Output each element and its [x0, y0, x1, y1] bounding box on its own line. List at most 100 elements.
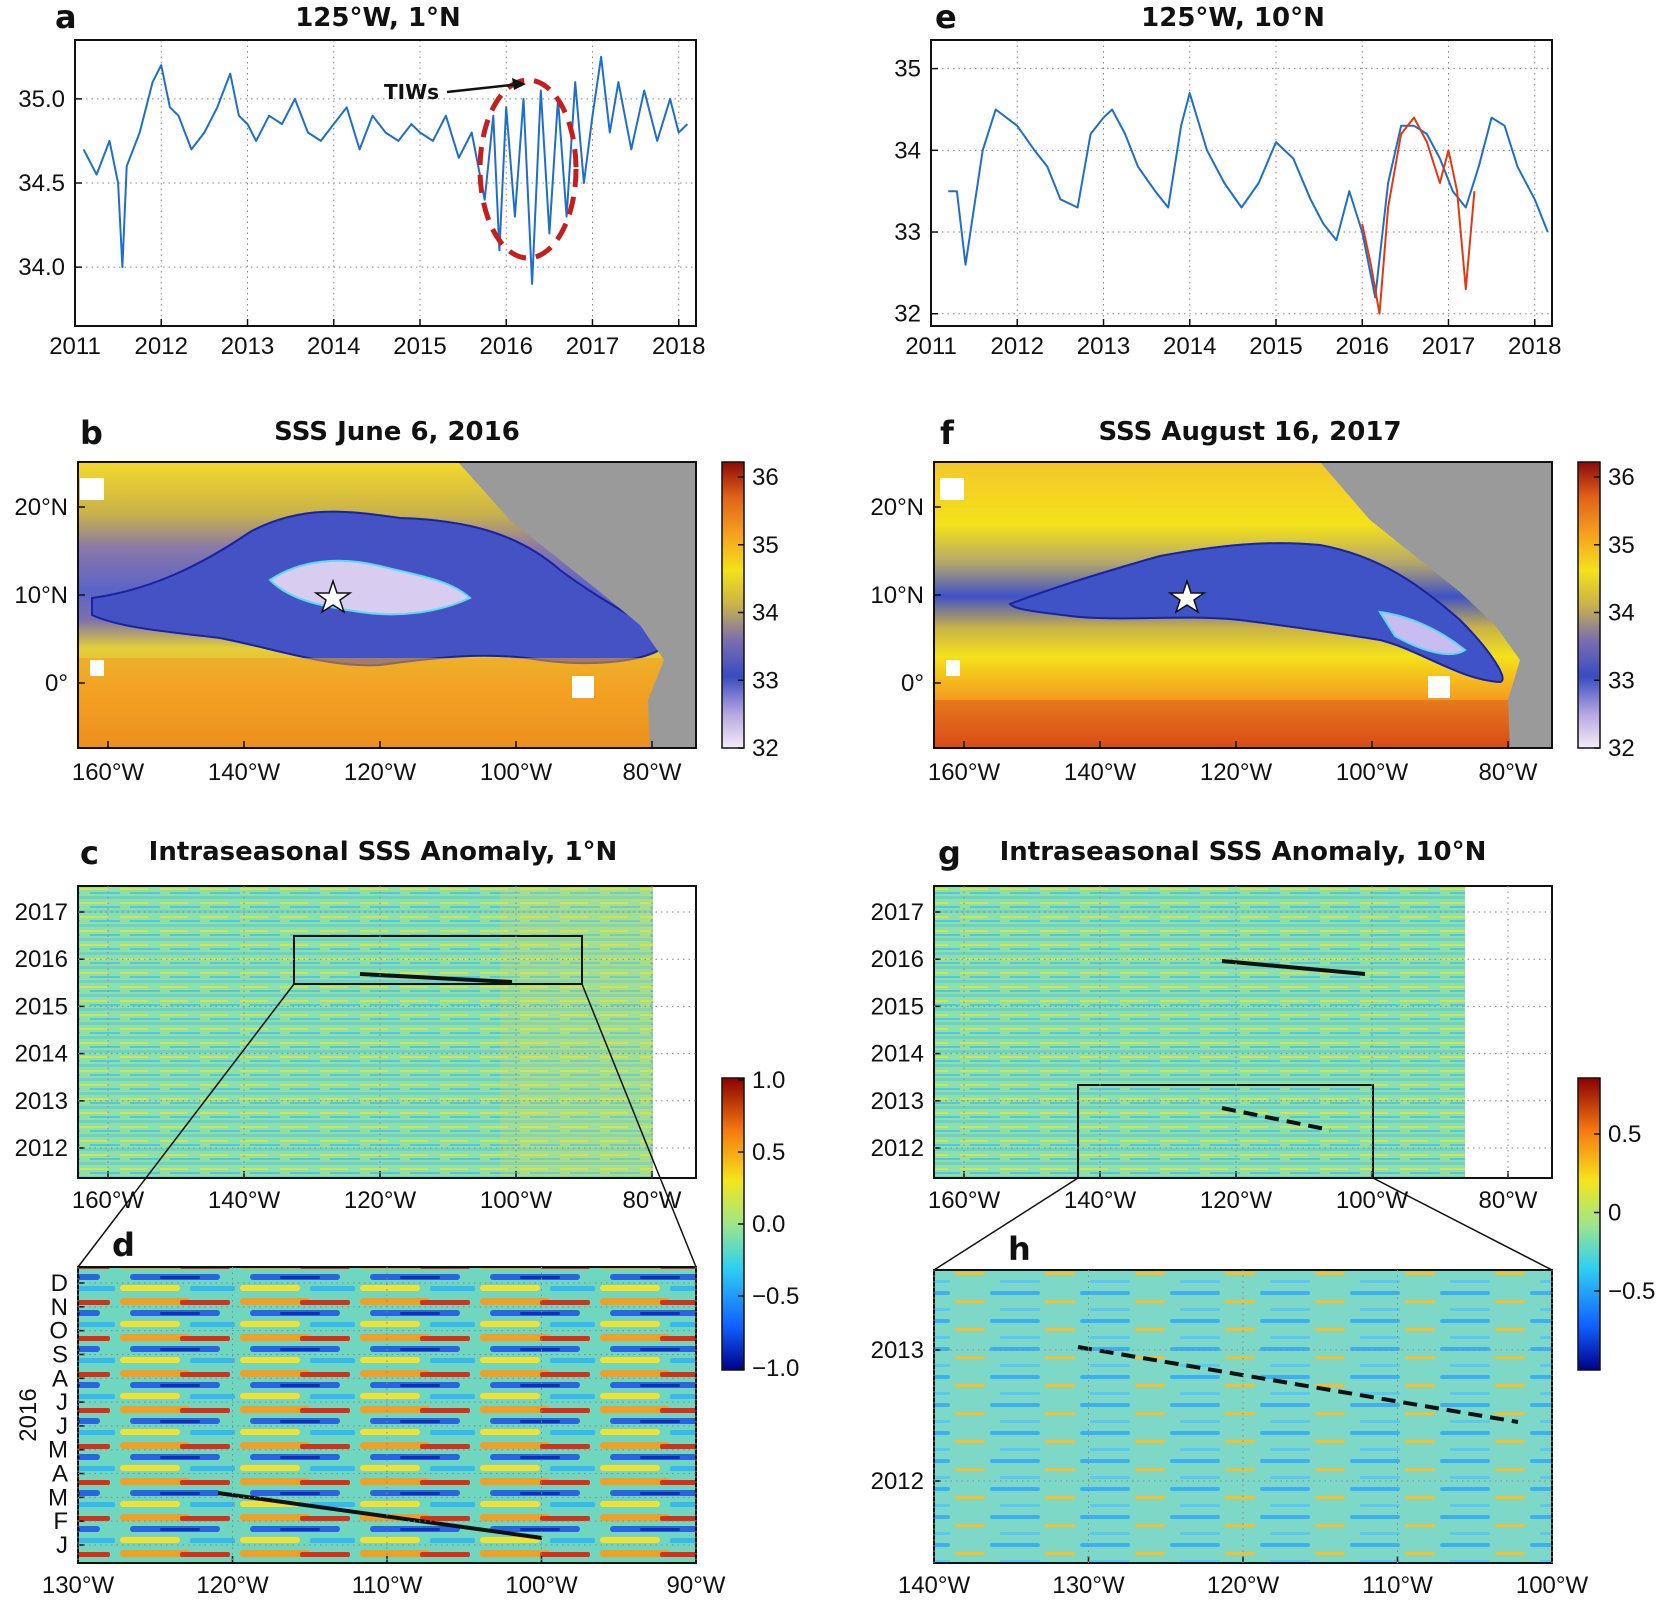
panel-g-propagation-line: [1221, 959, 1366, 976]
colorbar-tick-label: 32: [1608, 735, 1635, 762]
y-tick-label: 2014: [15, 1041, 68, 1068]
panel-b-frame: [77, 461, 697, 749]
x-tick-label: 80°W: [623, 759, 682, 786]
panel-d-ylabel: 2016: [15, 1388, 42, 1441]
y-tick-label: 2013: [871, 1088, 924, 1115]
y-tick-label: 2015: [871, 993, 924, 1020]
y-tick-label: 32: [894, 301, 921, 328]
panel-label-f: f: [940, 414, 955, 452]
panel-f-ticks: 160°W 140°W 120°W 100°W 80°W 20°N 10°N 0° 32 33 34…: [870, 464, 1634, 786]
tiw-arrow-head: [512, 78, 526, 90]
x-tick-label: 2014: [307, 333, 360, 360]
panel-c-east-band: [500, 886, 653, 1178]
y-tick-label: 2012: [15, 1135, 68, 1162]
y-tick-label: 2017: [15, 899, 68, 926]
x-tick-label: 160°W: [928, 1187, 1001, 1214]
x-tick-label: 140°W: [1064, 1187, 1137, 1214]
panel-b-land: [458, 462, 696, 748]
y-tick-label: 34: [894, 137, 921, 164]
y-tick-label: 10°N: [14, 582, 68, 609]
colorbar-tick-label: 33: [1608, 667, 1635, 694]
x-tick-label: 80°W: [1479, 1187, 1538, 1214]
panel-e-title: 125°W, 10°N: [1141, 3, 1325, 33]
y-tick-label: 2016: [871, 946, 924, 973]
panel-g-colorbar: [1577, 1077, 1601, 1371]
panel-f-freshest-core: [1378, 610, 1467, 655]
panel-f: f SSS August 16, 2017 160°W 140°W 120°W 100…: [870, 414, 1634, 786]
colorbar-tick-label: 35: [752, 532, 779, 559]
zoom-connector-right-g: [1372, 1177, 1553, 1271]
panel-e-frame: [930, 39, 1553, 327]
y-tick-label: 35.0: [18, 86, 65, 113]
x-tick-label: 120°W: [1200, 1187, 1273, 1214]
y-tick-label: A: [52, 1365, 68, 1392]
colorbar-tick-label: 0.0: [752, 1211, 785, 1238]
zoom-connector-right-c: [581, 983, 697, 1268]
x-tick-label: 2016: [1336, 333, 1389, 360]
y-tick-label: 33: [894, 219, 921, 246]
x-tick-label: 160°W: [928, 759, 1001, 786]
y-tick-label: 20°N: [870, 494, 924, 521]
y-tick-label: M: [48, 1437, 68, 1464]
x-tick-label: 2012: [135, 333, 188, 360]
x-tick-label: 110°W: [1362, 1572, 1433, 1599]
x-tick-label: 2017: [566, 333, 619, 360]
x-tick-label: 2011: [49, 333, 101, 360]
panel-f-frame: [933, 461, 1553, 749]
colorbar-tick-label: 33: [752, 667, 779, 694]
x-tick-label: 2013: [221, 333, 274, 360]
x-tick-label: 100°W: [505, 1572, 578, 1599]
x-tick-label: 120°W: [196, 1572, 269, 1599]
colorbar-tick-label: 36: [1608, 464, 1635, 491]
series-line-0: [948, 92, 1549, 299]
y-tick-label: 2012: [871, 1135, 924, 1162]
y-tick-label: 2015: [15, 993, 68, 1020]
panel-d-propagation-line: [217, 1491, 543, 1540]
colorbar-tick-label: 0.5: [752, 1139, 785, 1166]
panel-h-ticks: 140°W 130°W 120°W 110°W 100°W 2013 2012: [871, 1270, 1588, 1599]
x-tick-label: 2014: [1163, 333, 1216, 360]
panel-h-anomaly-field: [934, 1270, 1552, 1563]
panel-label-c: c: [80, 834, 99, 872]
colorbar-tick-label: 36: [752, 464, 779, 491]
x-tick-label: 120°W: [344, 759, 417, 786]
colorbar-tick-label: 35: [1608, 532, 1635, 559]
panel-label-h: h: [1008, 1230, 1031, 1268]
x-tick-label: 2015: [393, 333, 446, 360]
panel-b: b SSS June 6, 2016 160°W 140°W 120°W 100°W 8…: [14, 414, 778, 786]
x-tick-label: 120°W: [1200, 759, 1273, 786]
x-tick-label: 100°W: [1336, 1187, 1409, 1214]
colorbar-tick-label: 34: [1608, 600, 1635, 627]
colorbar-tick-label: 32: [752, 735, 779, 762]
panel-a-ticks: 2011 2012 2013 2014 2015 2016 2017 2018 34.0 34.5…: [18, 86, 705, 360]
panel-h: h 140°W 130°W 120°W 110°W 100°W 2013 2012: [871, 1230, 1589, 1599]
x-tick-label: 80°W: [623, 1187, 682, 1214]
y-tick-label: S: [52, 1341, 68, 1368]
panel-label-g: g: [938, 834, 961, 872]
colorbar-tick-label: 34: [752, 600, 779, 627]
colorbar-tick-label: −1.0: [752, 1355, 799, 1382]
panel-g-title: Intraseasonal SSS Anomaly, 10°N: [1000, 837, 1487, 867]
x-tick-label: 160°W: [72, 759, 145, 786]
panel-b-colorbar: [721, 461, 745, 749]
panel-g: g Intraseasonal SSS Anomaly, 10°N 160°W 1…: [871, 834, 1655, 1371]
panel-f-island-3: [1428, 676, 1450, 698]
panel-d: d 2016 130°W 120°W 110°W 100°W 90°WDNOSAJJMA…: [15, 1226, 726, 1599]
series-line-1: [1361, 116, 1476, 315]
panel-c-ticks: 160°W 140°W 120°W 100°W 80°W 2017 2016 2015 2014…: [15, 886, 799, 1382]
y-tick-label: J: [56, 1389, 68, 1416]
x-tick-label: 2012: [991, 333, 1044, 360]
panel-b-salty-band: [78, 658, 696, 748]
x-tick-label: 120°W: [344, 1187, 417, 1214]
panel-label-b: b: [80, 414, 103, 452]
panel-f-salty-band: [934, 700, 1552, 748]
panel-a-title: 125°W, 1°N: [295, 3, 461, 33]
panel-g-anomaly-field: [934, 886, 1465, 1178]
y-tick-label: 2013: [15, 1088, 68, 1115]
panel-f-fresh-pool: [1008, 542, 1504, 684]
y-tick-label: N: [51, 1294, 68, 1321]
panel-c-frame: [77, 885, 697, 1179]
panel-b-ticks: 160°W 140°W 120°W 100°W 80°W 20°N 10°N 0° 32 33 34…: [14, 464, 778, 786]
